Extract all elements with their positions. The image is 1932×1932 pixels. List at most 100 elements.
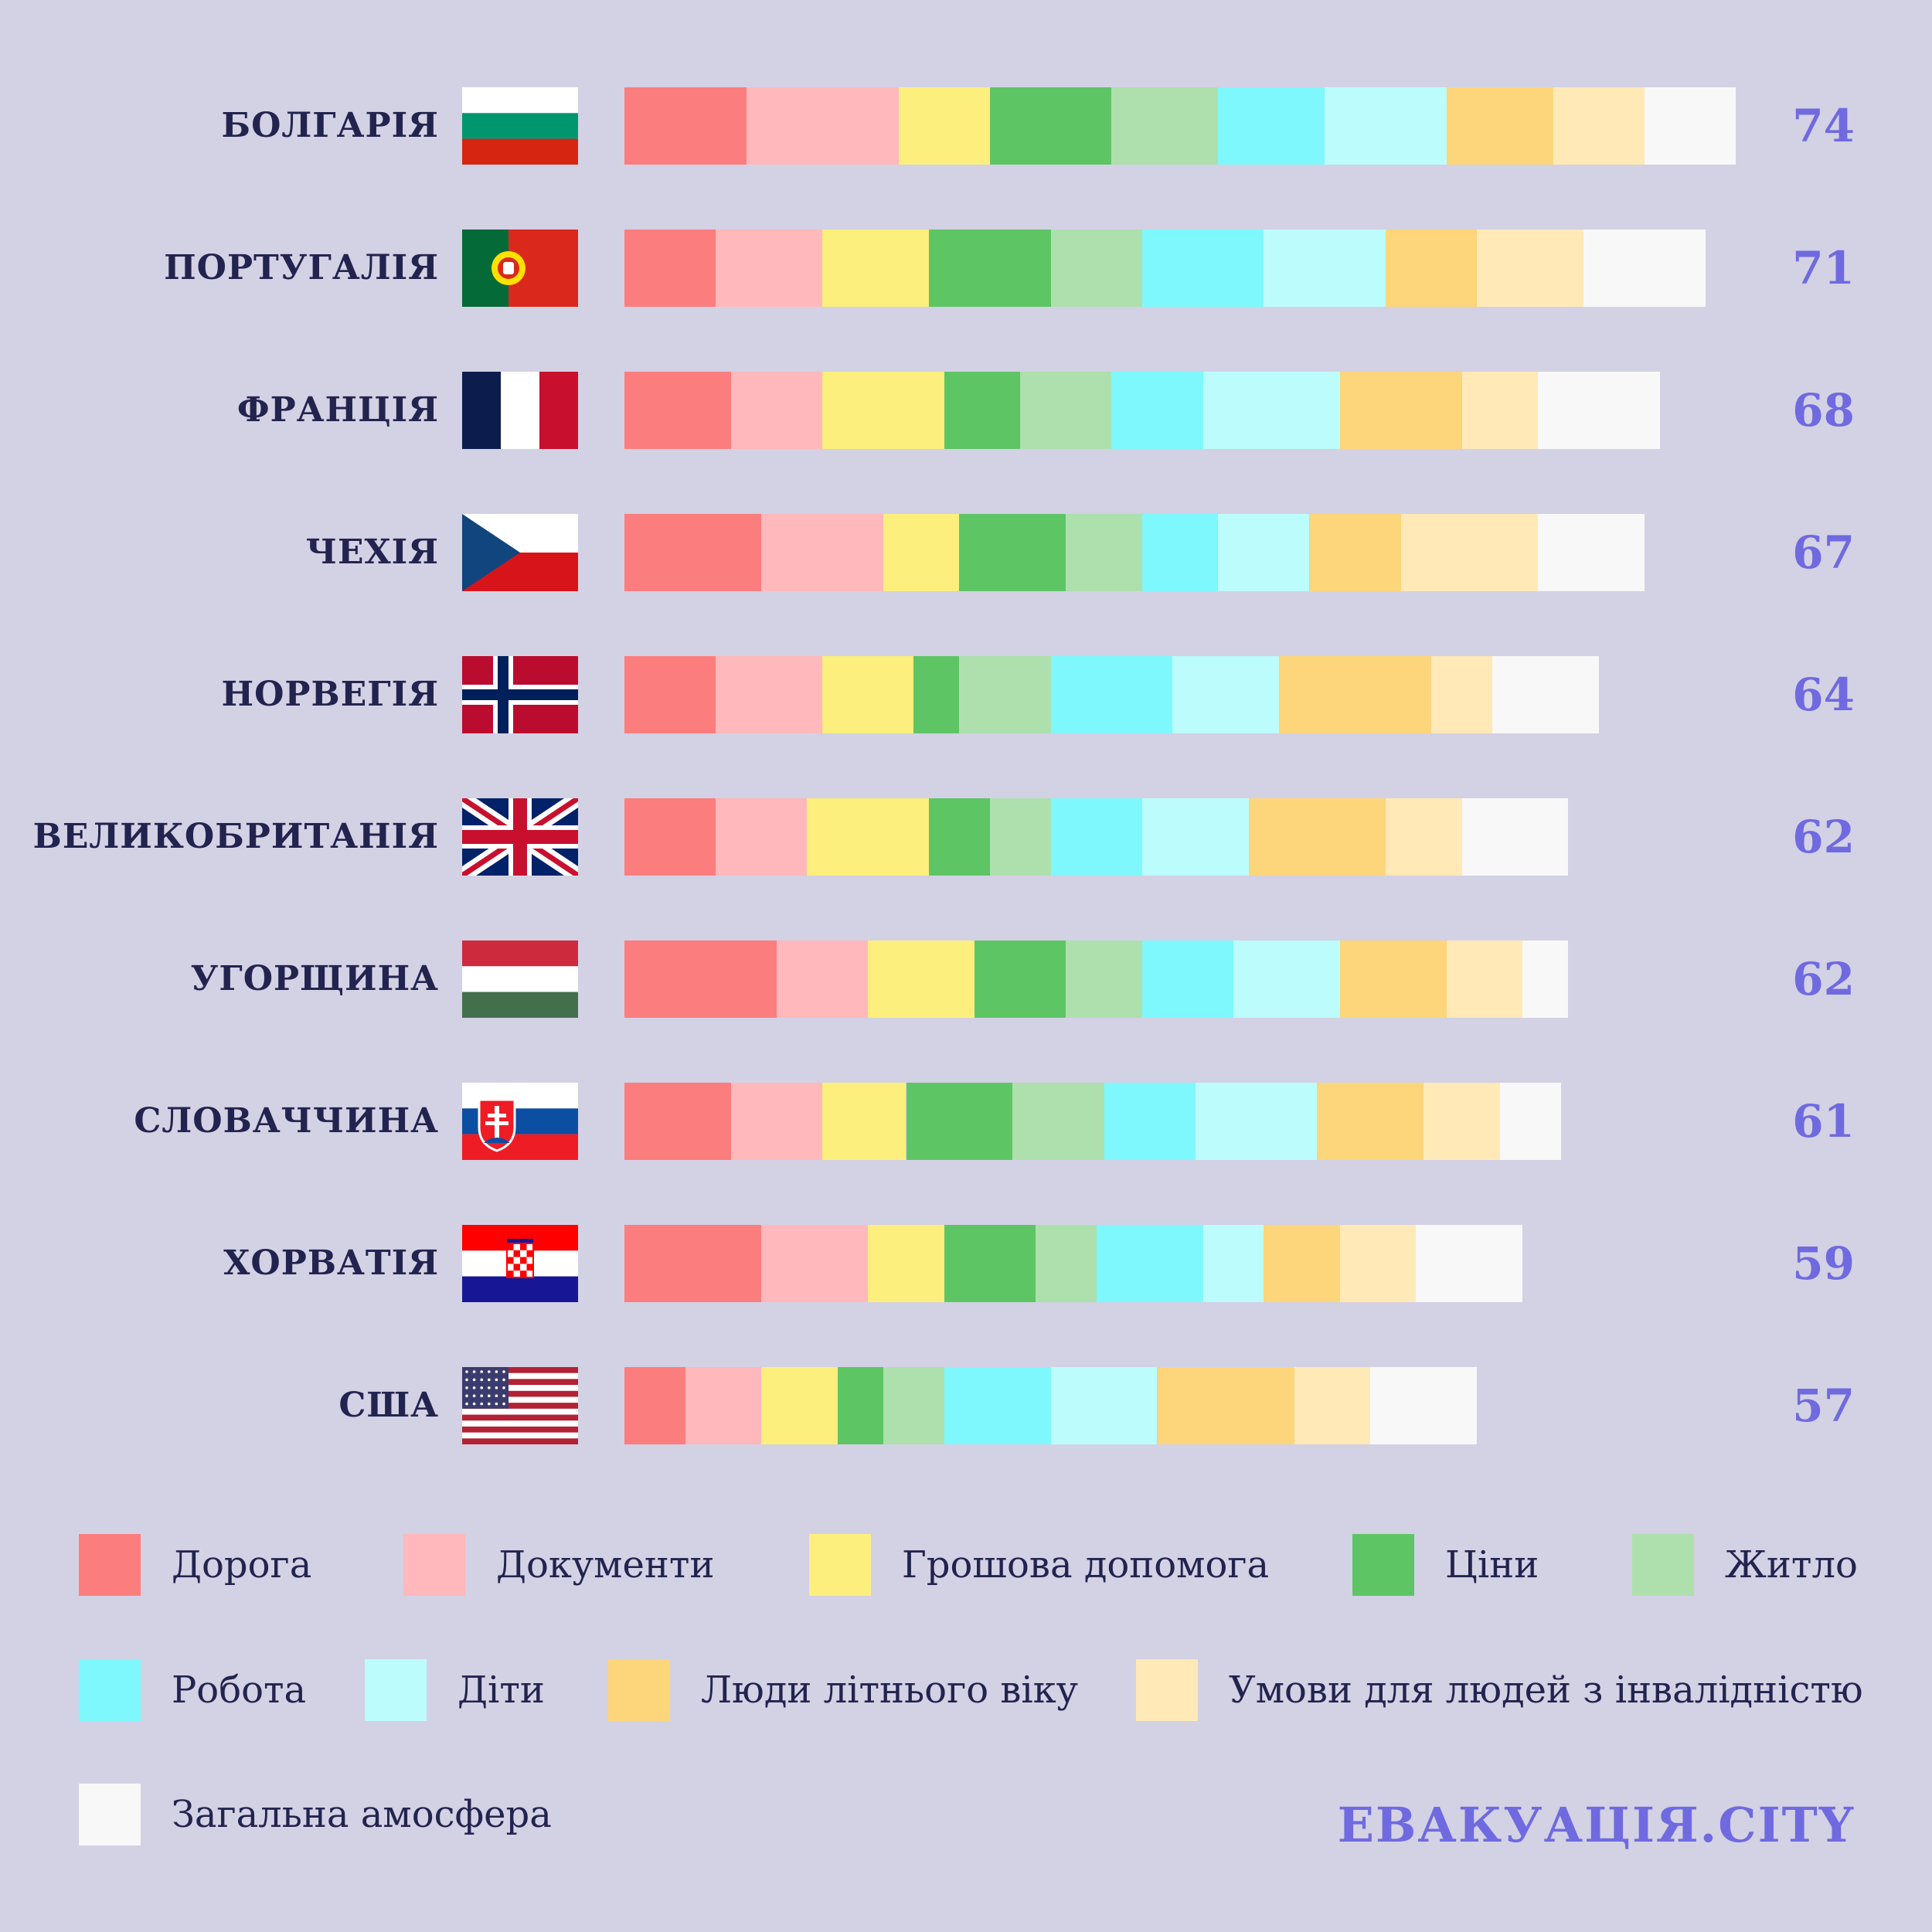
country-label: СЛОВАЧЧИНА [134, 1101, 439, 1141]
bar-segment [1172, 656, 1280, 733]
bar-segment [761, 514, 883, 591]
legend-label: Умови для людей з інвалідністю [1229, 1668, 1863, 1712]
stacked-bar [624, 87, 1736, 165]
country-label: БОЛГАРІЯ [221, 106, 439, 145]
legend-label: Дорога [172, 1543, 312, 1587]
bar-segment [1157, 1367, 1294, 1444]
total-value-label: 57 [1792, 1379, 1855, 1432]
bar-segment [944, 1367, 1051, 1444]
bar-segment [959, 514, 1066, 591]
country-label: США [338, 1386, 439, 1425]
bar-segment [1035, 1225, 1097, 1302]
total-value-label: 62 [1792, 953, 1855, 1005]
flag-czechia-icon [462, 514, 578, 591]
bar-segment [1050, 1367, 1158, 1444]
bar-segment [1195, 1083, 1318, 1160]
flag-hungary-icon [462, 940, 578, 1018]
stacked-bar [624, 372, 1660, 449]
country-label: ПОРТУГАЛІЯ [164, 248, 439, 287]
bar-segment [913, 656, 960, 733]
bar-segment [1553, 87, 1645, 165]
bar-segment [1141, 230, 1264, 307]
stacked-bar [624, 230, 1706, 307]
bar-segment [868, 940, 975, 1018]
total-value-label: 59 [1792, 1237, 1855, 1290]
legend-label: Люди літнього віку [701, 1668, 1078, 1712]
bar-segment [730, 372, 823, 449]
legend-label: Житло [1725, 1543, 1858, 1587]
bar-segment [1141, 940, 1233, 1018]
bar-segment [1020, 372, 1112, 449]
bar-segment [929, 230, 1051, 307]
bar-segment [624, 372, 731, 449]
legend-label: Діти [457, 1668, 545, 1712]
bar-segment [1400, 514, 1538, 591]
stacked-bar [624, 1367, 1478, 1444]
bar-segment [1264, 230, 1386, 307]
bar-segment [1370, 1367, 1478, 1444]
bar-segment [1248, 798, 1386, 876]
bar-segment [1066, 514, 1142, 591]
bar-segment [1050, 798, 1142, 876]
bar-segment [1050, 230, 1142, 307]
bar-segment [1111, 87, 1219, 165]
bar-segment [1339, 1225, 1417, 1302]
bar-segment [1423, 1083, 1500, 1160]
bar-segment [929, 798, 990, 876]
bar-segment [883, 1367, 944, 1444]
bar-segment [624, 798, 716, 876]
bar-segment [1066, 940, 1142, 1018]
flag-norway-icon [462, 656, 578, 733]
flag-slovakia-icon [462, 1083, 578, 1160]
bar-segment [1317, 1083, 1424, 1160]
total-value-label: 67 [1792, 526, 1855, 579]
country-label: ХОРВАТІЯ [223, 1243, 439, 1283]
flag-croatia-icon [462, 1225, 578, 1302]
bar-segment [1309, 514, 1401, 591]
legend-label: Документи [496, 1543, 715, 1587]
bar-segment [624, 230, 716, 307]
stacked-bar [624, 656, 1599, 733]
legend-swatch [1632, 1534, 1694, 1596]
bar-segment [761, 1367, 838, 1444]
bar-segment [1325, 87, 1447, 165]
bar-segment [906, 1083, 1013, 1160]
bar-segment [716, 656, 823, 733]
bar-segment [1202, 372, 1340, 449]
bar-segment [822, 656, 914, 733]
legend-swatch [79, 1659, 141, 1721]
bar-segment [624, 1083, 731, 1160]
country-label: ЧЕХІЯ [305, 532, 439, 572]
bar-segment [777, 940, 869, 1018]
stacked-bar [624, 1225, 1523, 1302]
bar-segment [837, 1367, 883, 1444]
bar-segment [1096, 1225, 1203, 1302]
bar-segment [1446, 87, 1553, 165]
bar-segment [730, 1083, 823, 1160]
bar-segment [1339, 940, 1447, 1018]
bar-segment [1461, 372, 1538, 449]
legend-swatch [1136, 1659, 1198, 1721]
legend-swatch [403, 1534, 465, 1596]
country-label: УГОРЩИНА [190, 959, 439, 998]
stacked-bar [624, 798, 1569, 876]
bar-segment [1012, 1083, 1104, 1160]
total-value-label: 61 [1792, 1095, 1855, 1148]
bar-segment [1492, 656, 1599, 733]
stacked-bar [624, 514, 1645, 591]
bar-segment [1583, 230, 1706, 307]
total-value-label: 74 [1792, 100, 1855, 152]
bar-segment [807, 798, 929, 876]
bar-segment [716, 798, 808, 876]
bar-segment [1522, 940, 1569, 1018]
bar-segment [868, 1225, 944, 1302]
legend-swatch [79, 1534, 141, 1596]
flag-portugal-icon [462, 230, 578, 307]
stacked-bar [624, 940, 1569, 1018]
bar-segment [716, 230, 823, 307]
bar-segment [883, 514, 960, 591]
brand-logo-text: ЕВАКУАЦІЯ.CITY [1337, 1797, 1855, 1853]
bar-segment [685, 1367, 762, 1444]
bar-segment [1446, 940, 1523, 1018]
legend-label: Робота [172, 1668, 307, 1712]
